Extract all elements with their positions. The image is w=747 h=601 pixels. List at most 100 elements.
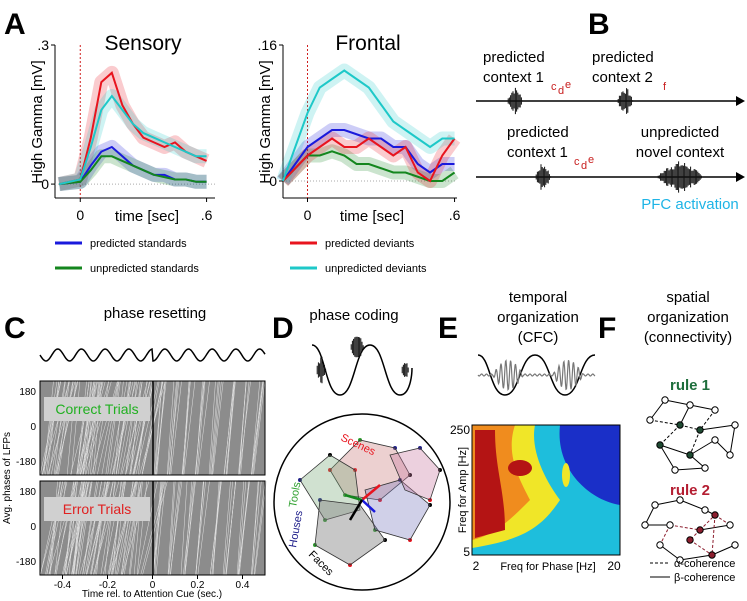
note: PFC activation — [641, 196, 739, 213]
x-tick-label: 2 — [473, 559, 480, 573]
y-axis-label: High Gamma [mV] — [257, 60, 274, 183]
legend-text: unpredicted deviants — [325, 263, 427, 275]
y-tick-label: 250 — [450, 423, 470, 437]
subscript: e — [565, 79, 571, 91]
node — [696, 526, 704, 534]
y-tick-label: 5 — [463, 545, 470, 559]
y-tick-label: .16 — [258, 37, 278, 53]
edge — [679, 404, 691, 426]
edge — [659, 444, 676, 471]
plot-frame — [471, 424, 621, 556]
panel-label: C — [4, 312, 26, 345]
contour — [562, 463, 570, 487]
category-label: Houses — [287, 509, 305, 548]
category-label: Tools — [287, 481, 303, 509]
panel-title: temporal — [509, 289, 567, 306]
legend-text: predicted standards — [90, 238, 187, 250]
node — [641, 521, 649, 529]
y-tick-label: 0 — [30, 522, 36, 533]
x-tick-label: 0 — [76, 207, 84, 223]
rule-label: rule 2 — [670, 482, 710, 499]
subscript: e — [588, 154, 594, 166]
node — [731, 541, 739, 549]
x-tick-label: 20 — [607, 559, 621, 573]
panel-label: D — [272, 312, 294, 345]
edge — [674, 467, 706, 471]
edge — [711, 514, 716, 556]
burst — [507, 87, 524, 115]
y-tick-label: -180 — [16, 457, 36, 468]
x-tick-label: -0.4 — [54, 580, 72, 591]
panel-title: organization — [647, 309, 729, 326]
vector — [344, 493, 363, 502]
edge — [729, 424, 736, 456]
y-tick-label: 0 — [41, 176, 49, 192]
contour — [508, 460, 532, 476]
y-tick-label: 180 — [19, 487, 36, 498]
oscillation — [39, 348, 266, 362]
node — [708, 551, 716, 559]
burst — [617, 88, 634, 114]
context-text: predicted — [483, 49, 545, 66]
subscript: c — [574, 156, 580, 168]
x-tick-label: 0 — [150, 580, 156, 591]
vector — [361, 499, 376, 513]
phase-plots: Correct Trials 180 0 -180 Error Trials 180 0 -1… — [16, 380, 267, 591]
label-box — [44, 497, 150, 521]
node — [701, 506, 709, 514]
node — [711, 406, 719, 414]
wave — [477, 354, 596, 396]
series-line — [282, 129, 455, 182]
edge — [699, 524, 731, 531]
node — [726, 521, 734, 529]
vector — [361, 484, 381, 501]
trial-label: Correct Trials — [55, 401, 138, 417]
edge — [679, 499, 706, 511]
panel-title: (CFC) — [518, 329, 559, 346]
edge — [699, 409, 716, 431]
comodulogram — [471, 424, 621, 556]
y-tick-label: 0 — [30, 422, 36, 433]
panel-title: (connectivity) — [644, 329, 732, 346]
node — [686, 536, 694, 544]
panel-label: A — [4, 8, 26, 41]
trial-label: Error Trials — [63, 501, 131, 517]
arrow-head — [736, 96, 745, 106]
node — [661, 396, 669, 404]
y-tick-label: 0 — [269, 173, 277, 189]
context-text: novel context — [636, 144, 725, 161]
panel-label: E — [438, 312, 458, 345]
edge — [699, 424, 736, 431]
node — [711, 511, 719, 519]
edge — [659, 524, 671, 546]
burst — [316, 356, 327, 384]
edge — [644, 504, 656, 526]
panel-a: A Sensory Frontal High Gamma [mV] High G… — [4, 8, 427, 275]
burst — [535, 164, 552, 190]
panel-title: phase coding — [309, 307, 398, 324]
bursts — [507, 87, 704, 193]
context-text: unpredicted — [641, 124, 719, 141]
polygon — [364, 479, 431, 541]
x-tick-label: 0.4 — [236, 580, 250, 591]
burst — [401, 363, 409, 377]
node — [686, 401, 694, 409]
chart-title: Frontal — [335, 32, 400, 55]
edge — [689, 439, 716, 456]
vector — [348, 499, 364, 521]
x-tick-label: .6 — [449, 207, 461, 223]
series-line — [282, 69, 455, 182]
edge — [659, 444, 691, 456]
contour — [475, 430, 505, 538]
panel-b: B predicted context 1 c d e predicted co… — [476, 8, 745, 213]
x-axis-label: time [sec] — [115, 208, 179, 225]
label-box — [44, 397, 150, 421]
edge — [649, 399, 666, 421]
x-axis-label: Freq for Phase [Hz] — [500, 561, 595, 573]
line-chart: 0 .3 0 .6 — [37, 37, 215, 223]
panel-title: spatial — [666, 289, 709, 306]
series-line — [59, 155, 207, 186]
edge — [659, 424, 681, 446]
edge — [664, 399, 691, 406]
